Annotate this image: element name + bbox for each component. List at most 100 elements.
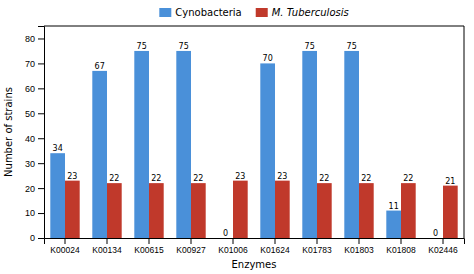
tick-label: K02446 [428,245,458,255]
tick-mark [38,38,44,39]
legend-label: Cynobacteria [175,7,241,18]
axis-line [38,27,45,239]
tick: K00615 [134,238,164,255]
tick-label: 60 [25,84,35,94]
data-label: 23 [277,172,287,181]
tick: 70 [25,59,44,69]
tick-label: 70 [25,59,35,69]
data-label: 75 [305,42,315,51]
chart: 34677575070757511023222222232322222221K0… [0,0,474,274]
tick-label: K01006 [218,245,248,255]
data-label: 34 [53,144,63,153]
tick-label: K01803 [344,245,374,255]
x-axis-title: Enzymes [232,259,277,270]
tick-mark [38,113,44,114]
tick: K01624 [260,238,290,255]
data-label: 22 [193,174,203,183]
tick-mark [38,213,44,214]
x-axis: K00024 K00134 K00615 K00927 K01006 K01624 K017… [45,238,465,255]
data-label: 0 [223,229,228,238]
data-label: 75 [347,42,357,51]
tick: 0 [30,233,44,243]
bar [92,71,107,238]
tick: 20 [25,183,44,193]
data-label: 75 [179,42,189,51]
tick-label: 80 [25,34,35,44]
tick-label: 50 [25,109,35,119]
bar [134,51,149,238]
data-label: 22 [109,174,119,183]
axis-line [45,239,465,245]
data-label: 21 [445,177,455,186]
tick: 60 [25,84,44,94]
tick-label: K01624 [260,245,290,255]
tick-label: K00134 [92,245,122,255]
tick-mark [38,238,44,239]
tick-label: K00024 [50,245,80,255]
bar [317,183,332,238]
data-label: 70 [263,54,273,63]
tick: 80 [25,34,44,44]
bar [275,181,290,238]
bar [149,183,164,238]
bar-series [65,181,458,238]
tick: K00927 [176,238,206,255]
data-labels: 34677575070757511023222222232322222221 [53,42,456,238]
legend: Cynobacteria M. Tuberculosis [159,7,348,18]
tick-label: 40 [25,134,35,144]
tick-mark [401,238,402,244]
legend-item: M. Tuberculosis [256,7,349,18]
frame [464,26,465,238]
tick: 50 [25,109,44,119]
tick-mark [65,238,66,244]
tick-mark [38,163,44,164]
bar [50,153,65,238]
data-label: 75 [137,42,147,51]
tick-label: K00927 [176,245,206,255]
bar [176,51,191,238]
data-label: 22 [361,174,371,183]
tick-label: 20 [25,183,35,193]
legend-swatch [256,8,268,17]
tick-label: 10 [25,208,35,218]
legend-label: M. Tuberculosis [272,7,349,18]
data-label: 0 [433,229,438,238]
bars [50,51,457,238]
tick-mark [443,238,444,244]
bar [386,211,401,238]
tick-mark [38,188,44,189]
data-label: 22 [403,174,413,183]
bar [302,51,317,238]
tick-mark [149,238,150,244]
legend-swatch [159,8,171,17]
bar [401,183,416,238]
tick-label: K01783 [302,245,332,255]
y-axis-title: Number of strains [3,87,14,177]
tick-label: 0 [30,233,35,243]
tick-label: K00615 [134,245,164,255]
tick-mark [38,138,44,139]
bar [344,51,359,238]
tick: 30 [25,159,44,169]
bar [65,181,80,238]
tick-mark [317,238,318,244]
data-label: 67 [95,62,105,71]
bar [107,183,122,238]
legend-item: Cynobacteria [159,7,241,18]
bar-series [50,51,401,238]
tick: 40 [25,134,44,144]
data-label: 23 [235,172,245,181]
tick: K01803 [344,238,374,255]
data-label: 22 [151,174,161,183]
tick: K01006 [218,238,248,255]
tick-mark [275,238,276,244]
bar [260,63,275,238]
data-label: 22 [319,174,329,183]
tick: K00024 [50,238,80,255]
y-axis: 0 10 20 30 40 50 60 70 80 [25,27,45,244]
bar [443,186,458,238]
tick-mark [191,238,192,244]
tick: K01808 [386,238,416,255]
tick: K01783 [302,238,332,255]
data-label: 11 [389,202,399,211]
